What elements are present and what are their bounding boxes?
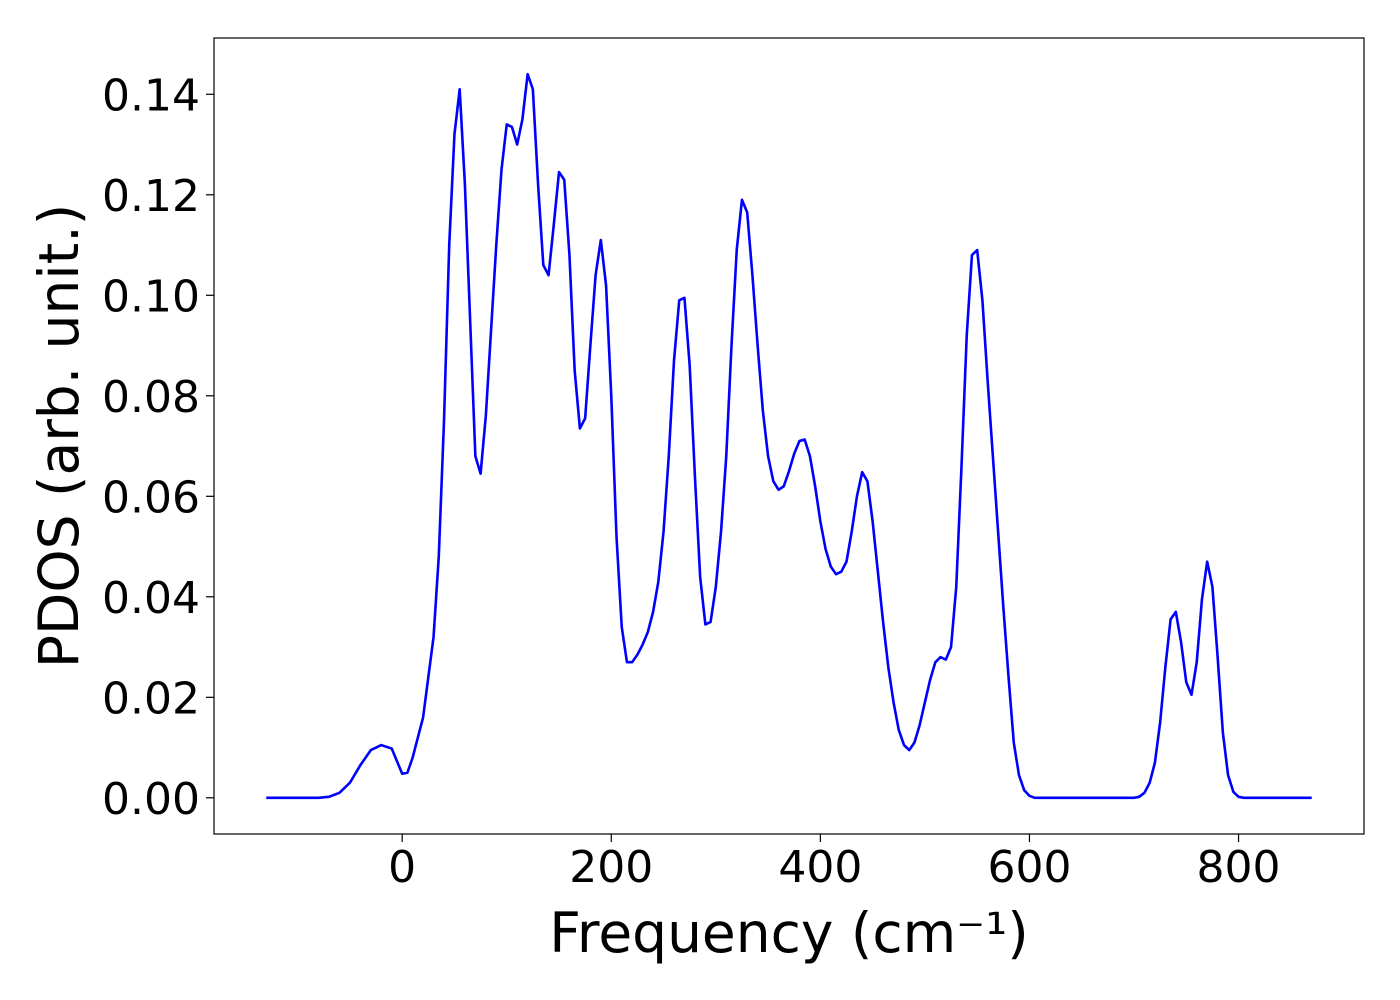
x-tick-label: 800 <box>1197 842 1281 893</box>
line <box>266 72 1312 800</box>
y-tick-label: 0.02 <box>102 673 200 724</box>
y-tick-label: 0.14 <box>102 70 200 121</box>
plot-frame <box>213 37 1365 835</box>
y-tick-label: 0.08 <box>102 372 200 423</box>
x-tick-label: 0 <box>388 842 416 893</box>
y-tick-label: 0.00 <box>102 774 200 825</box>
x-tick-label: 600 <box>987 842 1071 893</box>
y-tick-label: 0.10 <box>102 271 200 322</box>
y-axis-label: PDOS (arb. unit.) <box>27 204 91 668</box>
y-tick-label: 0.06 <box>102 472 200 523</box>
x-tick-label: 200 <box>569 842 653 893</box>
y-tick-label: 0.04 <box>102 573 200 624</box>
y-tick-label: 0.12 <box>102 171 200 222</box>
x-tick-label: 400 <box>778 842 862 893</box>
x-axis-label: Frequency (cm⁻¹) <box>549 901 1028 965</box>
